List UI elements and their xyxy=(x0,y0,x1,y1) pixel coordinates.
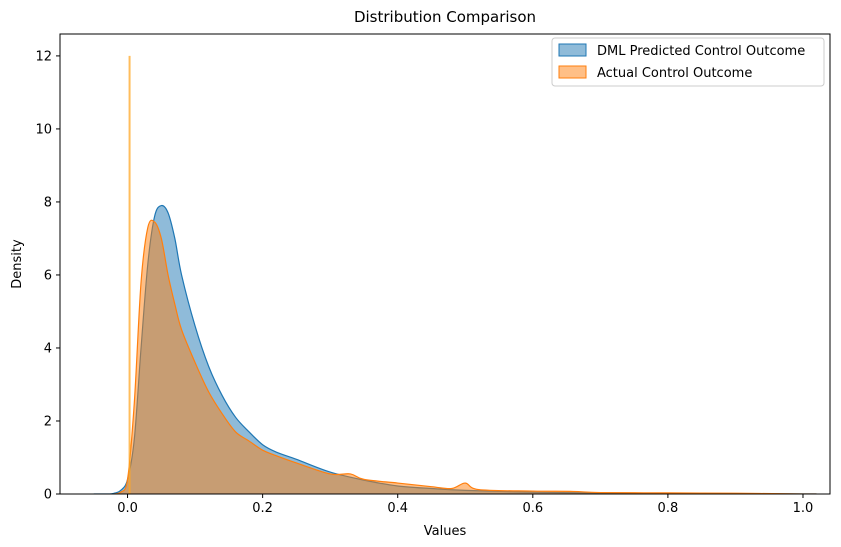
x-tick-label: 0.2 xyxy=(252,501,273,516)
x-tick-label: 0.4 xyxy=(387,501,408,516)
y-axis-label: Density xyxy=(10,239,25,289)
legend-swatch-actual xyxy=(558,65,587,79)
legend-swatch-dml xyxy=(558,43,587,57)
legend-label-actual: Actual Control Outcome xyxy=(597,66,752,81)
plot-area xyxy=(93,55,817,494)
y-tick-label: 0 xyxy=(44,488,52,503)
density-line-actual xyxy=(113,219,817,494)
x-tick-label: 1.0 xyxy=(793,501,814,516)
y-tick-label: 10 xyxy=(35,122,52,137)
x-axis: 0.0 0.2 0.4 0.6 0.8 1.0 xyxy=(117,494,813,516)
x-tick-label: 0.0 xyxy=(117,501,138,516)
x-tick-label: 0.6 xyxy=(522,501,543,516)
legend: DML Predicted Control Outcome Actual Con… xyxy=(551,37,825,87)
y-tick-label: 2 xyxy=(44,414,52,429)
legend-label-dml: DML Predicted Control Outcome xyxy=(597,44,805,59)
y-axis: 0 2 4 6 8 10 12 xyxy=(35,49,60,503)
y-tick-label: 6 xyxy=(44,268,52,283)
y-tick-label: 12 xyxy=(35,49,52,64)
x-axis-label: Values xyxy=(424,524,467,539)
x-tick-label: 0.8 xyxy=(658,501,679,516)
density-area-actual xyxy=(114,220,817,494)
plot-frame xyxy=(59,33,831,495)
chart-title: Distribution Comparison xyxy=(354,8,536,26)
legend-box xyxy=(551,37,825,87)
y-tick-label: 8 xyxy=(44,195,52,210)
y-tick-label: 4 xyxy=(44,341,52,356)
